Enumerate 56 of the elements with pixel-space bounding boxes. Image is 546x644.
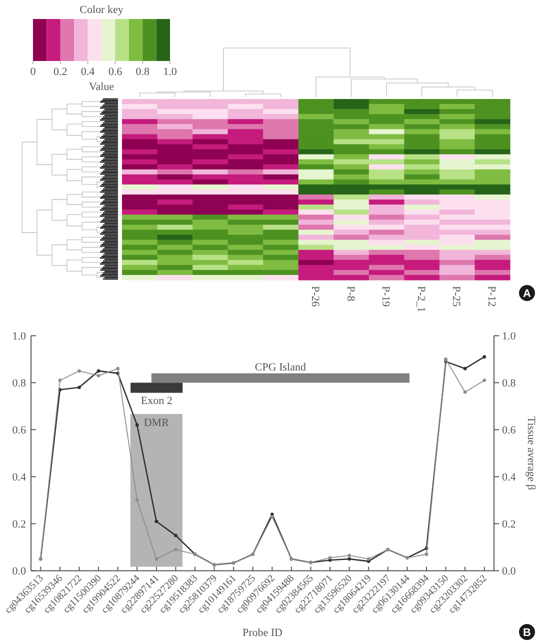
y-tick-label: 0.0	[12, 566, 26, 578]
color-bar-label: 0.8	[136, 66, 150, 78]
y2-tick-label: 0.0	[502, 566, 516, 578]
y2-tick-label: 1.0	[502, 330, 516, 343]
point	[78, 386, 81, 390]
point	[328, 556, 332, 560]
point	[270, 514, 274, 518]
x-tick-label: P-8	[344, 286, 356, 302]
x-tick-label: P-26	[309, 286, 321, 308]
color-bar-label: 1.0	[163, 66, 178, 78]
y-tick-label: 0.6	[12, 424, 26, 437]
point	[96, 374, 100, 378]
point	[135, 423, 139, 427]
x-tick-label: P-19	[380, 286, 392, 308]
point	[366, 557, 370, 561]
point	[444, 358, 448, 361]
x-tick-label: P-12	[485, 286, 498, 307]
point	[348, 557, 352, 561]
y2-axis-title: Tissue average β	[525, 416, 537, 490]
y2-tick-label: 0.8	[502, 378, 516, 390]
color-bar-label: 0.4	[80, 66, 96, 78]
y2-tick-label: 0.6	[502, 424, 516, 437]
point	[482, 355, 486, 359]
text: A	[523, 288, 532, 300]
y2-tick-label: 0.4	[502, 472, 516, 484]
point	[463, 366, 467, 370]
point	[135, 498, 139, 502]
y-tick-label: 1.0	[12, 330, 26, 343]
y2-tick-label: 0.2	[502, 518, 516, 531]
y-tick-label: 0.2	[12, 518, 26, 531]
point	[348, 554, 352, 558]
point	[174, 548, 178, 552]
point	[154, 520, 158, 524]
x-tick-label: P-25	[450, 286, 462, 308]
legend-title: Color key	[80, 4, 124, 16]
point	[174, 534, 178, 538]
color-bar-title: Value	[88, 81, 114, 93]
color-bar-label: 0.2	[54, 66, 68, 78]
color-bar-label: 0	[30, 66, 36, 78]
text: B	[523, 627, 532, 639]
point	[154, 557, 158, 561]
point	[424, 552, 428, 556]
point	[96, 369, 100, 373]
point	[58, 378, 62, 382]
y-tick-label: 0.4	[12, 472, 26, 484]
annotation: Exon 2	[140, 394, 172, 407]
annotation: CPG Island	[254, 361, 306, 374]
point	[116, 366, 120, 370]
color-bar-label: 0.6	[108, 66, 123, 78]
x-axis-title: Probe ID	[242, 627, 283, 639]
point	[463, 390, 467, 394]
point	[482, 378, 486, 382]
point	[78, 369, 81, 373]
y-tick-label: 0.8	[12, 378, 26, 390]
band-label: DMR	[144, 416, 170, 429]
x-tick-label: P-2_1	[414, 286, 427, 312]
